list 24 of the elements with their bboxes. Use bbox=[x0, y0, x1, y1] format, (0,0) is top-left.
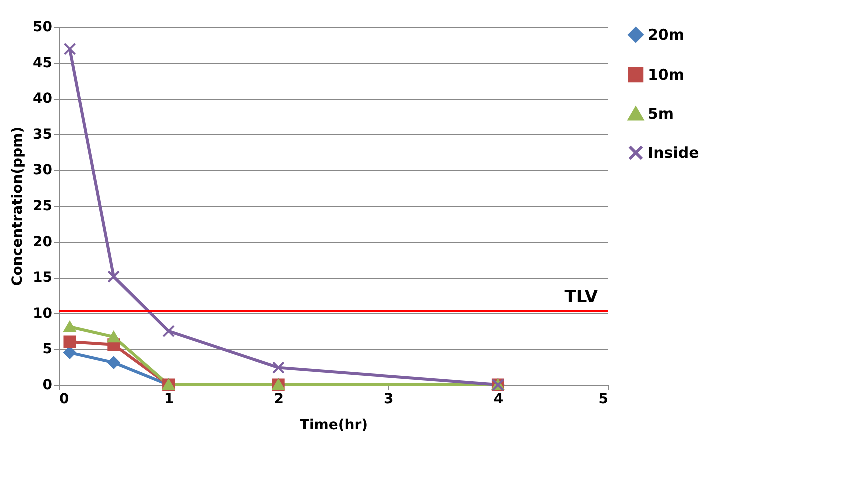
x-tick-label: 4 bbox=[494, 392, 504, 408]
y-tick-label: 30 bbox=[33, 162, 53, 179]
legend-label: 5m bbox=[648, 105, 674, 123]
y-tick-label: 25 bbox=[33, 198, 52, 214]
x-tick-label: 5 bbox=[598, 392, 608, 408]
y-tick-label: 40 bbox=[33, 91, 53, 108]
legend-label: 10m bbox=[648, 66, 685, 84]
y-tick-label: 5 bbox=[42, 342, 52, 358]
y-tick-label: 10 bbox=[33, 306, 53, 322]
legend-label: 20m bbox=[648, 26, 685, 44]
y-tick-label: 35 bbox=[33, 126, 52, 143]
legend-label: Inside bbox=[648, 144, 700, 162]
x-axis-title: Time(hr) bbox=[300, 418, 368, 434]
x-tick-label: 0 bbox=[60, 392, 70, 408]
y-tick-label: 50 bbox=[33, 20, 53, 36]
y-axis-title: Concentration(ppm) bbox=[10, 126, 26, 286]
y-tick-label: 15 bbox=[33, 270, 52, 286]
x-tick-label: 1 bbox=[164, 392, 174, 408]
ref-line-label: TLV bbox=[564, 287, 599, 308]
y-tick-label: 20 bbox=[33, 234, 53, 250]
y-tick-label: 0 bbox=[42, 378, 53, 394]
x-tick-label: 2 bbox=[274, 392, 284, 408]
x-tick-label: 3 bbox=[384, 392, 394, 408]
y-tick-label: 45 bbox=[33, 55, 52, 72]
